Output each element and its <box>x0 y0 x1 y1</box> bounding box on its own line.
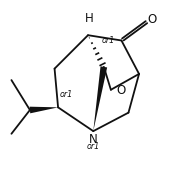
Text: or1: or1 <box>101 36 114 45</box>
Polygon shape <box>30 107 58 113</box>
Polygon shape <box>93 66 107 131</box>
Text: O: O <box>116 84 125 97</box>
Text: H: H <box>84 12 93 25</box>
Text: or1: or1 <box>60 90 73 99</box>
Text: N: N <box>89 133 98 146</box>
Text: O: O <box>148 13 157 26</box>
Text: or1: or1 <box>87 142 100 152</box>
